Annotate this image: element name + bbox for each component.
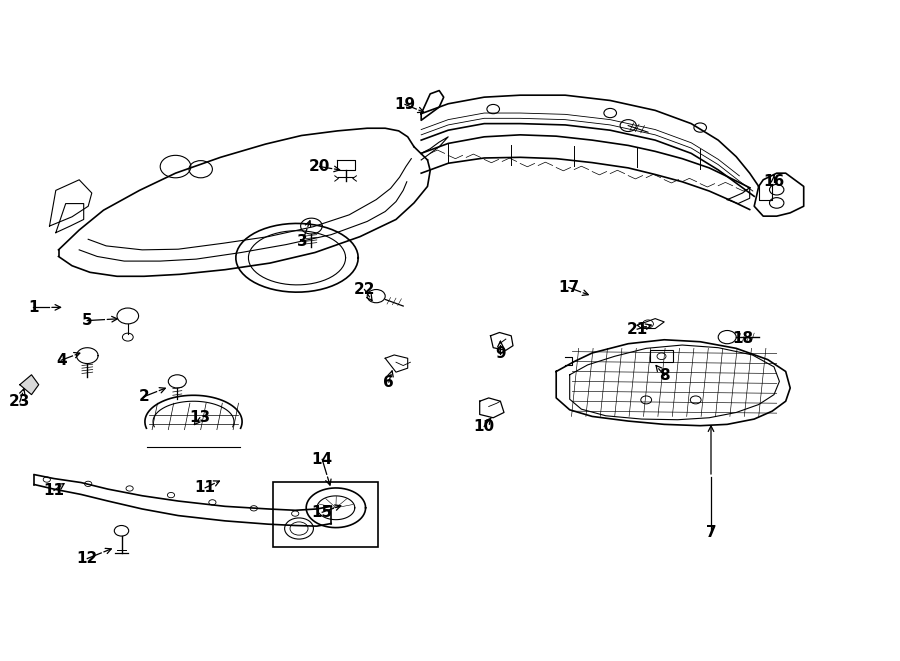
Polygon shape	[20, 375, 39, 395]
Text: 13: 13	[189, 410, 211, 425]
Text: 10: 10	[473, 419, 495, 434]
Text: 12: 12	[76, 551, 98, 566]
Text: 2: 2	[139, 389, 149, 404]
Text: 11: 11	[194, 481, 216, 495]
Text: 4: 4	[56, 353, 67, 368]
Text: 15: 15	[311, 505, 333, 520]
Text: 22: 22	[354, 282, 375, 297]
Text: 18: 18	[732, 331, 753, 346]
Text: 11: 11	[43, 483, 65, 498]
Text: 17: 17	[558, 280, 580, 295]
Text: 3: 3	[297, 234, 308, 249]
Text: 9: 9	[495, 346, 506, 361]
Bar	[273, 482, 378, 547]
Text: 19: 19	[394, 97, 416, 112]
Text: 16: 16	[763, 175, 785, 189]
Text: 5: 5	[82, 313, 93, 328]
Bar	[650, 350, 673, 362]
Text: 8: 8	[659, 368, 670, 383]
Text: 6: 6	[383, 375, 394, 389]
Text: 14: 14	[311, 452, 333, 467]
Text: 21: 21	[626, 322, 648, 336]
Text: 23: 23	[9, 395, 31, 409]
Text: 7: 7	[706, 525, 716, 539]
Text: 1: 1	[28, 300, 39, 315]
Text: 20: 20	[309, 159, 330, 174]
